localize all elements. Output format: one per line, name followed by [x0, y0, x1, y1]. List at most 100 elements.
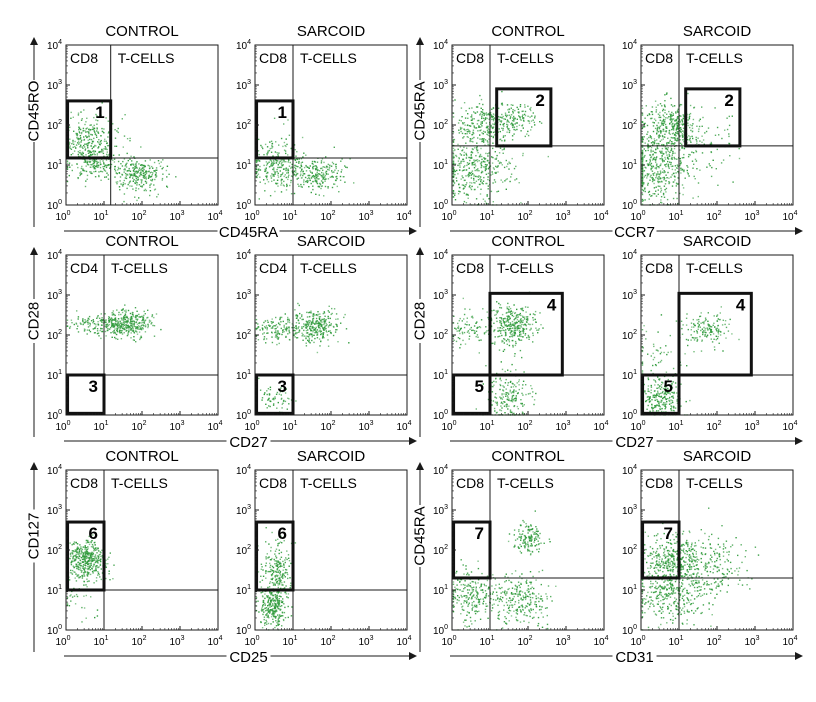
data-point: [73, 323, 75, 326]
data-point: [265, 167, 267, 169]
data-point: [134, 307, 137, 309]
data-point: [264, 190, 266, 192]
data-point: [295, 161, 298, 163]
data-point: [327, 178, 330, 180]
data-point: [488, 129, 490, 131]
data-point: [268, 405, 270, 407]
data-point: [498, 162, 501, 165]
data-point: [659, 181, 661, 183]
data-point: [308, 176, 310, 179]
data-point: [267, 162, 269, 164]
data-point: [499, 327, 501, 329]
data-point: [295, 175, 297, 177]
data-point: [321, 158, 324, 160]
data-point: [509, 317, 511, 319]
data-point: [263, 179, 265, 181]
data-point: [463, 136, 465, 138]
data-point: [107, 164, 109, 166]
data-point: [468, 107, 471, 110]
data-point: [137, 328, 139, 330]
data-point: [325, 171, 327, 173]
data-point: [503, 148, 505, 151]
data-point: [481, 121, 483, 123]
data-point: [489, 112, 492, 114]
data-point: [293, 171, 295, 173]
data-point: [92, 160, 95, 163]
data-point: [309, 327, 311, 330]
data-point: [94, 133, 96, 135]
subset-label: CD8: [70, 50, 98, 66]
data-point: [679, 119, 681, 121]
data-point: [100, 313, 102, 315]
data-point: [293, 170, 296, 172]
data-point: [508, 168, 510, 170]
data-point: [281, 397, 283, 400]
data-point: [80, 132, 83, 135]
data-point: [495, 378, 497, 380]
data-point: [131, 325, 133, 327]
data-point: [487, 172, 490, 175]
data-point: [697, 130, 700, 133]
data-point: [94, 131, 96, 133]
data-point: [259, 329, 261, 331]
data-point: [521, 330, 524, 332]
data-point: [688, 118, 691, 120]
data-point: [659, 177, 661, 179]
data-point: [470, 154, 472, 157]
data-point: [506, 315, 508, 317]
data-point: [80, 111, 82, 113]
data-point: [695, 138, 697, 141]
data-point: [506, 119, 509, 121]
data-point: [92, 322, 94, 324]
data-point: [464, 308, 466, 310]
data-point: [116, 172, 118, 175]
data-point: [476, 334, 479, 336]
data-point: [508, 344, 511, 347]
data-point: [273, 403, 275, 405]
data-point: [312, 316, 315, 318]
data-point: [501, 164, 503, 166]
data-point: [508, 114, 511, 116]
data-point: [153, 170, 155, 172]
data-point: [175, 176, 177, 178]
data-point: [542, 327, 544, 329]
data-point: [462, 184, 465, 186]
data-point: [153, 189, 156, 191]
data-point: [519, 312, 521, 315]
data-point: [658, 127, 661, 130]
data-point: [129, 327, 132, 329]
data-point: [324, 328, 326, 330]
data-point: [466, 321, 468, 323]
data-point: [263, 393, 265, 396]
plot-frame: [451, 44, 605, 206]
data-point: [525, 316, 527, 318]
data-point: [641, 188, 644, 191]
data-point: [492, 131, 495, 134]
data-point: [126, 138, 129, 140]
data-point: [503, 322, 506, 324]
data-point: [647, 145, 649, 148]
x-axis-label-bg: [217, 222, 280, 240]
data-point: [287, 318, 289, 320]
data-point: [327, 339, 329, 341]
data-point: [689, 104, 692, 107]
data-point: [452, 335, 455, 338]
data-point: [289, 161, 291, 164]
data-point: [143, 318, 145, 320]
data-point: [510, 392, 513, 394]
data-point: [722, 159, 725, 161]
data-point: [501, 398, 504, 400]
data-point: [527, 319, 529, 321]
data-point: [676, 117, 678, 119]
data-point: [497, 190, 500, 192]
data-point: [484, 158, 487, 160]
data-point: [540, 324, 542, 326]
data-point: [146, 317, 148, 319]
data-point: [316, 351, 319, 354]
data-point: [670, 136, 672, 139]
data-point: [266, 390, 268, 392]
data-point: [665, 117, 667, 119]
data-point: [301, 318, 303, 321]
data-point: [275, 161, 278, 164]
